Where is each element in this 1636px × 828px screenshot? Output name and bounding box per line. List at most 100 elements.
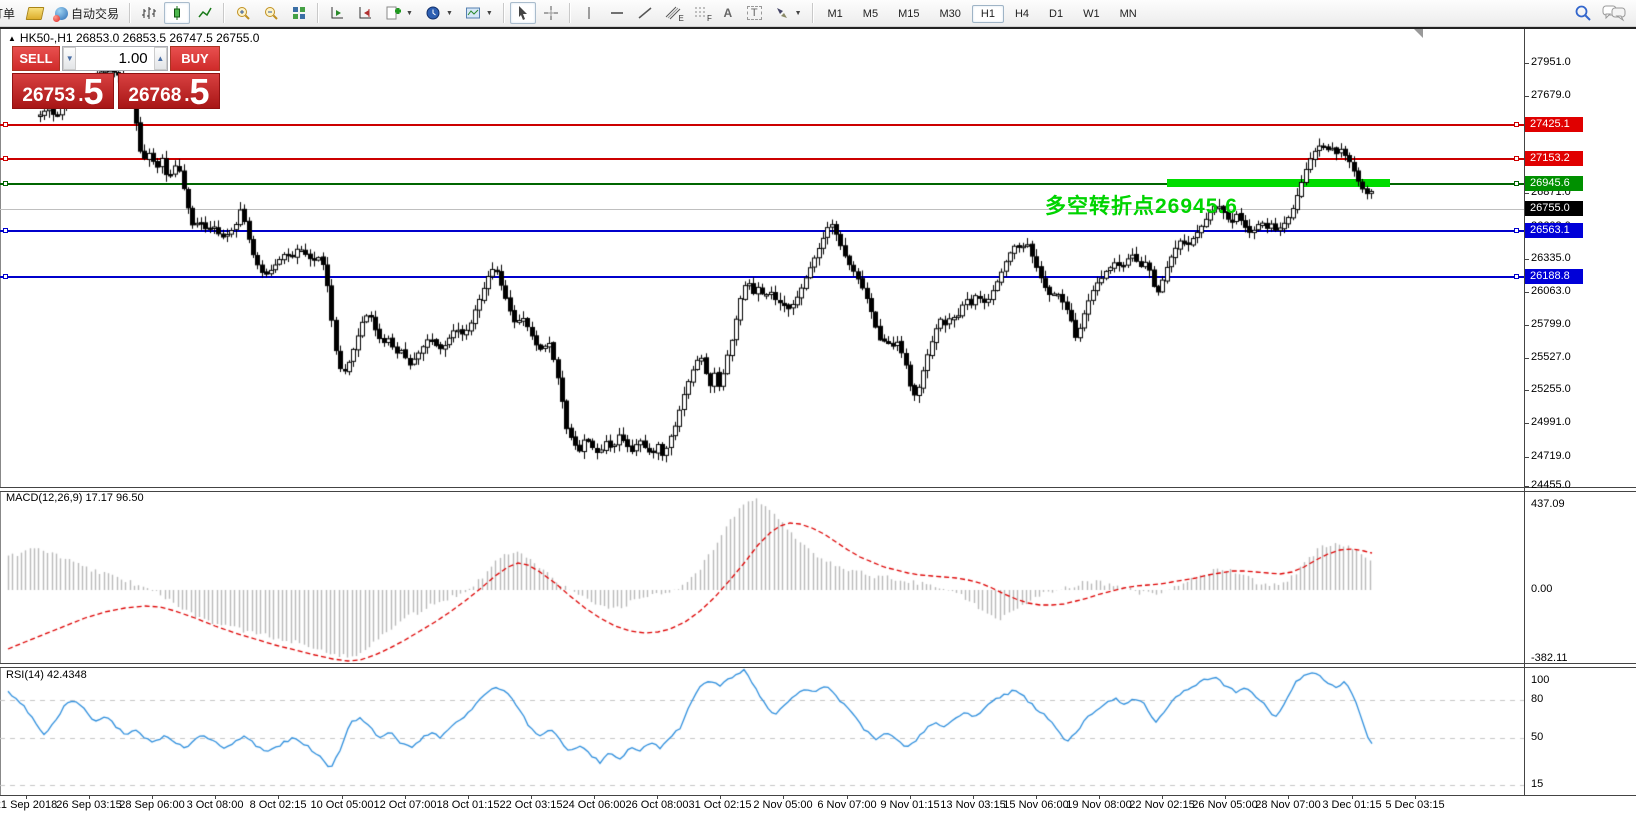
autotrading-button[interactable]: 自动交易 [50,2,124,24]
buy-price-dot: . [184,85,190,106]
timeframe-button-M15[interactable]: M15 [898,8,920,20]
volume-increase-button[interactable]: ▲ [153,47,167,70]
rsi-pane-canvas[interactable] [0,666,1524,795]
candlestick-chart-button[interactable] [164,2,191,24]
text-tool-letter: A [723,6,733,20]
charts-button[interactable] [22,2,48,24]
auto-scroll-button[interactable] [324,2,350,24]
sell-price-display[interactable]: 26753 . 5 [12,73,114,110]
rsi-axis-label: 100 [1531,674,1550,686]
new-order-button[interactable]: 订单 [0,2,20,24]
search-icon[interactable] [1574,4,1592,22]
periods-button[interactable]: ▼ [420,2,458,24]
line-handle[interactable] [3,156,8,161]
rsi-axis-label: 50 [1531,731,1544,743]
tile-windows-button[interactable] [286,2,312,24]
text-label-button[interactable]: T [742,2,767,24]
line-handle[interactable] [1514,228,1519,233]
vertical-line-button[interactable] [576,2,602,24]
time-axis-label: 12 Oct 07:00 [373,799,437,811]
zoom-in-button[interactable] [230,2,256,24]
crosshair-button[interactable] [538,2,564,24]
time-axis-label: 31 Oct 02:15 [688,799,752,811]
timeframe-button-H4[interactable]: H4 [1014,8,1030,20]
candlestick-chart-icon [174,6,181,20]
line-handle[interactable] [3,274,8,279]
time-axis-label: 26 Nov 05:00 [1192,799,1258,811]
arrows-button[interactable]: ▼ [769,2,807,24]
toolbar-separator [223,3,226,23]
time-axis-label: 8 Oct 02:15 [249,799,307,811]
buy-price-display[interactable]: 26768 . 5 [118,73,220,110]
equidistant-channel-icon [665,6,681,20]
indicators-button[interactable]: ▼ [380,2,418,24]
time-axis-tick [594,795,595,799]
bar-chart-button[interactable] [136,2,162,24]
line-chart-button[interactable] [192,2,218,24]
timeframe-button-W1[interactable]: W1 [1083,8,1100,20]
scroll-to-end-marker[interactable] [1414,29,1423,38]
line-handle[interactable] [1514,181,1519,186]
line-handle[interactable] [3,228,8,233]
buy-button[interactable]: BUY [170,46,220,71]
chat-icon[interactable] [1602,4,1626,22]
time-axis-tick [847,795,848,799]
line-handle[interactable] [3,122,8,127]
timeframe-button-M5[interactable]: M5 [862,8,879,20]
time-axis-label: 10 Oct 05:00 [310,799,374,811]
timeframe-button-M30[interactable]: M30 [939,8,961,20]
pivot-annotation-text[interactable]: 多空转折点26945.6 [1045,195,1238,218]
chevron-down-icon: ▼ [794,9,802,17]
toolbar-separator [568,3,571,23]
chart-title-text: HK50-,H1 26853.0 26853.5 26747.5 26755.0 [19,31,260,45]
cursor-icon [518,6,527,20]
text-button[interactable]: A [716,2,740,24]
price-chart-canvas[interactable] [0,28,1524,487]
toolbar-separator [317,3,320,23]
chart-shift-button[interactable] [352,2,378,24]
bar-chart-icon [142,7,157,19]
line-handle[interactable] [3,181,8,186]
line-handle[interactable] [1514,156,1519,161]
time-axis-label: 22 Nov 02:15 [1129,799,1195,811]
line-handle[interactable] [1514,274,1519,279]
macd-indicator-label: MACD(12,26,9) 17.17 96.50 [6,492,144,504]
time-axis-tick [1099,795,1100,799]
channel-button[interactable]: E [660,2,686,24]
macd-pane-canvas[interactable] [0,490,1524,663]
timeframe-button-H1[interactable]: H1 [971,5,1004,23]
time-axis-label: 3 Dec 01:15 [1322,799,1382,811]
price-level-badge: 27425.1 [1525,117,1583,132]
fibonacci-letter: F [706,14,712,23]
time-axis-tick [468,795,469,799]
time-axis-tick [278,795,279,799]
line-handle[interactable] [1514,122,1519,127]
price-axis-tick-label: 26063.0 [1531,285,1571,297]
volume-input[interactable] [76,47,154,70]
fibonacci-button[interactable]: F [688,2,714,24]
timeframe-button-D1[interactable]: D1 [1049,8,1064,20]
price-level-badge: 27153.2 [1525,151,1583,166]
time-axis-label: 21 Sep 2018 [0,799,58,811]
price-level-badge: 26563.1 [1525,223,1583,238]
horizontal-line-button[interactable] [604,2,630,24]
fibonacci-icon [694,7,706,17]
timeframe-button-MN[interactable]: MN [1119,8,1137,20]
price-axis-tick-label: 27679.0 [1531,89,1571,101]
volume-decrease-button[interactable]: ▼ [63,47,77,70]
timeframe-group: M1 M5 M15 M30 H1 H4 D1 W1 MN [818,4,1147,23]
time-axis-label: 24 Oct 06:00 [562,799,626,811]
time-axis-label: 6 Nov 07:00 [817,799,877,811]
trendline-button[interactable] [632,2,658,24]
zoom-out-button[interactable] [258,2,284,24]
sell-price-dot: . [78,85,84,106]
cursor-button[interactable] [509,2,536,24]
price-axis-line [1524,29,1525,795]
templates-button[interactable]: ▼ [460,2,498,24]
sell-button[interactable]: SELL [12,46,60,71]
one-click-trading-panel: SELL ▼ ▲ BUY 26753 . 5 26768 . 5 [12,46,220,110]
zoom-in-icon [237,7,250,20]
time-axis-tick [26,795,27,799]
timeframe-button-M1[interactable]: M1 [827,8,843,20]
time-axis-tick [910,795,911,799]
